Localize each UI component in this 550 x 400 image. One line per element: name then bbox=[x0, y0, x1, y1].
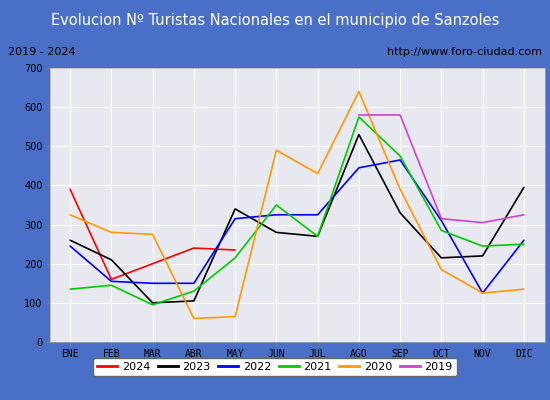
Text: http://www.foro-ciudad.com: http://www.foro-ciudad.com bbox=[387, 47, 542, 57]
Text: 2019 - 2024: 2019 - 2024 bbox=[8, 47, 76, 57]
Legend: 2024, 2023, 2022, 2021, 2020, 2019: 2024, 2023, 2022, 2021, 2020, 2019 bbox=[93, 358, 457, 376]
Text: Evolucion Nº Turistas Nacionales en el municipio de Sanzoles: Evolucion Nº Turistas Nacionales en el m… bbox=[51, 12, 499, 28]
